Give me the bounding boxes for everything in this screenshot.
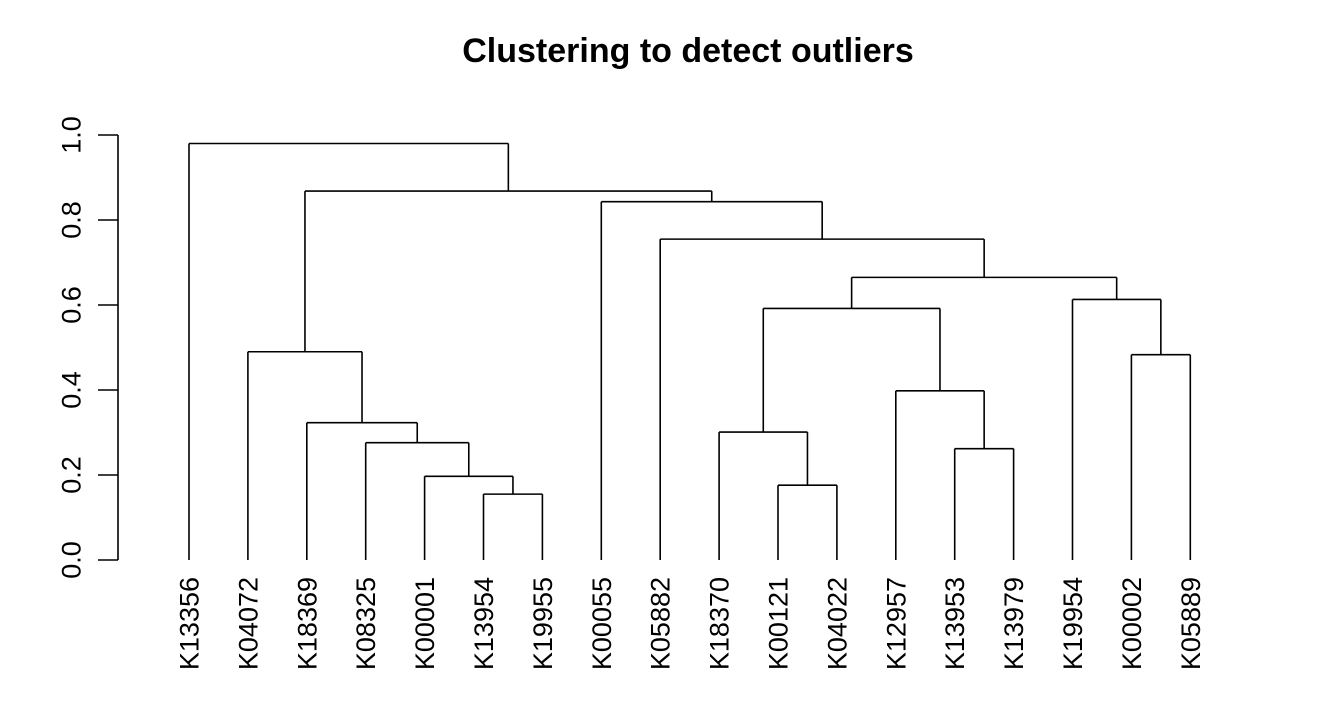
leaf-label: K13356 bbox=[174, 577, 204, 670]
leaf-label: K00055 bbox=[587, 577, 617, 670]
y-tick-label: 0.8 bbox=[56, 201, 86, 239]
leaf-label: K12957 bbox=[881, 577, 911, 670]
y-tick-label: 0.6 bbox=[56, 286, 86, 324]
leaf-label: K19954 bbox=[1058, 577, 1088, 670]
y-tick-label: 0.2 bbox=[56, 456, 86, 494]
leaf-label: K00002 bbox=[1117, 577, 1147, 670]
leaf-label: K19955 bbox=[528, 577, 558, 670]
y-axis: 0.0 0.2 0.4 0.6 0.8 1.0 bbox=[56, 116, 119, 579]
leaf-label: K08325 bbox=[351, 577, 381, 670]
y-tick-label: 0.0 bbox=[56, 541, 86, 579]
leaf-label: K04072 bbox=[233, 577, 263, 670]
leaf-label: K13953 bbox=[940, 577, 970, 670]
leaf-label: K04022 bbox=[822, 577, 852, 670]
dendrogram-branches bbox=[188, 142, 1192, 560]
leaf-label: K13954 bbox=[469, 577, 499, 670]
leaf-label: K18369 bbox=[292, 577, 322, 670]
y-tick-label: 0.4 bbox=[56, 371, 86, 409]
leaf-label: K13979 bbox=[999, 577, 1029, 670]
y-tick-label: 1.0 bbox=[56, 116, 86, 154]
leaf-label: K05882 bbox=[646, 577, 676, 670]
leaf-labels: K13356 K04072 K18369 K08325 K00001 K13954 K199… bbox=[174, 577, 1205, 670]
leaf-label: K18370 bbox=[705, 577, 735, 670]
leaf-label: K00121 bbox=[763, 577, 793, 670]
leaf-label: K05889 bbox=[1176, 577, 1206, 670]
leaf-label: K00001 bbox=[410, 577, 440, 670]
chart-title: Clustering to detect outliers bbox=[462, 32, 914, 70]
